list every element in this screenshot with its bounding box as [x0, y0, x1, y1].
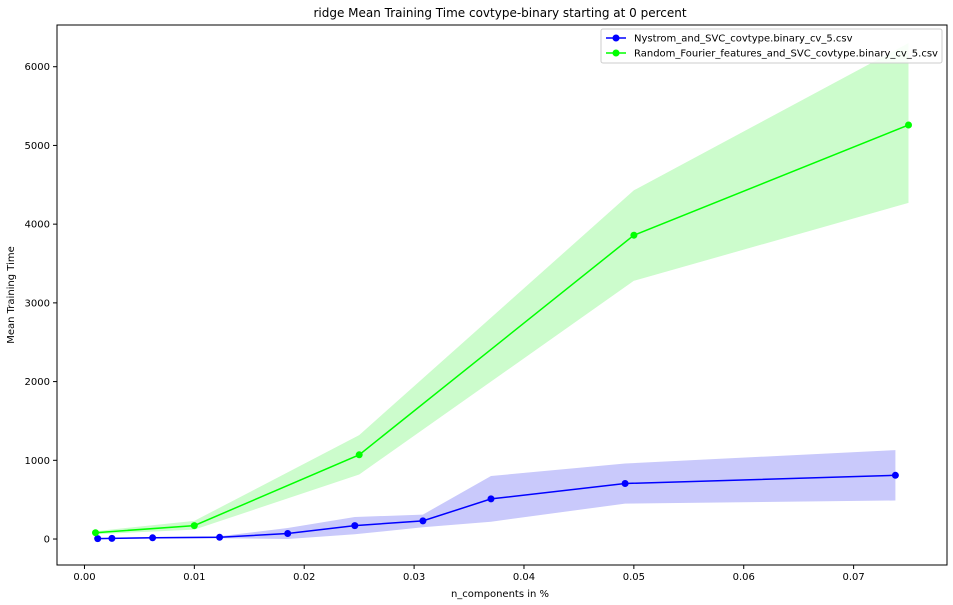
x-tick-label: 0.05 — [623, 572, 645, 583]
chart-title: ridge Mean Training Time covtype-binary … — [313, 6, 686, 20]
nystrom-band — [97, 450, 896, 539]
nystrom-point — [621, 480, 629, 487]
x-tick-label: 0.06 — [733, 572, 755, 583]
axes-frame — [56, 24, 948, 566]
legend-rff-label: Random_Fourier_features_and_SVC_covtype.… — [634, 49, 938, 60]
nystrom-point — [419, 517, 427, 525]
nystrom-point — [891, 471, 899, 479]
y-tick-label: 6000 — [25, 62, 50, 73]
nystrom-point — [487, 495, 495, 503]
legend-nystrom-marker — [612, 34, 620, 42]
x-tick-label: 0.04 — [513, 572, 535, 583]
legend-rff-marker — [612, 49, 620, 57]
x-tick-label: 0.07 — [842, 572, 864, 583]
nystrom-point — [94, 535, 102, 543]
legend-nystrom-label: Nystrom_and_SVC_covtype.binary_cv_5.csv — [634, 34, 853, 45]
rff-point — [630, 231, 638, 239]
y-tick-label: 5000 — [25, 141, 50, 152]
y-tick-label: 1000 — [25, 456, 50, 467]
nystrom-line — [97, 474, 896, 540]
rff-point — [905, 121, 912, 129]
rff-point — [190, 522, 198, 530]
legend-box — [600, 28, 943, 64]
y-axis-label: Mean Training Time — [6, 246, 17, 344]
nystrom-point — [108, 534, 116, 542]
nystrom-point — [149, 534, 157, 542]
y-tick-label: 3000 — [25, 298, 50, 309]
rff-band — [95, 43, 909, 535]
plot-area — [92, 43, 912, 543]
axis-ticks: 0.00 0.01 0.02 0.03 0.04 0.05 0.06 0.07 0 1000 200… — [25, 62, 865, 583]
nystrom-point — [351, 522, 359, 530]
rff-point — [355, 451, 363, 459]
nystrom-point — [284, 530, 292, 537]
y-tick-label: 4000 — [25, 220, 50, 231]
x-tick-label: 0.00 — [73, 572, 95, 583]
nystrom-point — [216, 533, 224, 541]
y-tick-label: 0 — [44, 535, 50, 546]
x-tick-label: 0.01 — [183, 572, 205, 583]
x-tick-label: 0.03 — [403, 572, 425, 583]
x-tick-label: 0.02 — [293, 572, 315, 583]
legend: Nystrom_and_SVC_covtype.binary_cv_5.csv R… — [600, 28, 943, 64]
y-tick-label: 2000 — [25, 377, 50, 388]
rff-point — [92, 529, 99, 537]
x-axis-label: n_components in % — [451, 589, 549, 600]
